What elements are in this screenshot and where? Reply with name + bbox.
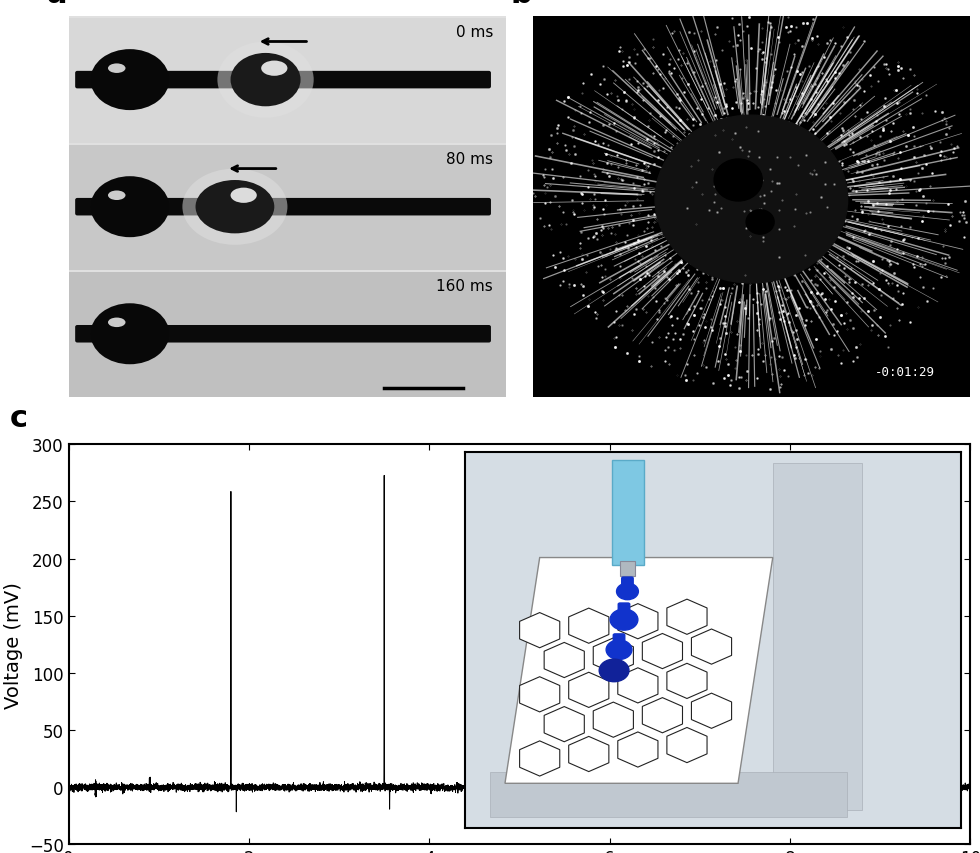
Circle shape [655, 116, 848, 283]
Text: 80 ms: 80 ms [446, 152, 493, 166]
Ellipse shape [90, 177, 170, 238]
Text: c: c [10, 403, 28, 432]
Text: 160 ms: 160 ms [436, 279, 493, 293]
Circle shape [905, 0, 980, 74]
Text: 0 ms: 0 ms [456, 25, 493, 39]
Circle shape [466, 0, 598, 74]
Ellipse shape [90, 50, 170, 111]
Bar [69, 19, 507, 144]
Circle shape [466, 340, 598, 455]
Circle shape [714, 160, 762, 201]
Ellipse shape [218, 43, 314, 119]
Circle shape [746, 211, 774, 235]
FancyBboxPatch shape [75, 199, 491, 216]
Ellipse shape [108, 64, 125, 74]
Ellipse shape [108, 318, 125, 328]
Ellipse shape [196, 181, 274, 234]
Ellipse shape [182, 170, 287, 246]
Text: b: b [511, 0, 532, 9]
FancyBboxPatch shape [75, 326, 491, 343]
Circle shape [905, 340, 980, 455]
Ellipse shape [262, 61, 287, 77]
Y-axis label: Voltage (mV): Voltage (mV) [4, 581, 24, 708]
Ellipse shape [230, 189, 257, 204]
Bar [69, 146, 507, 271]
Ellipse shape [108, 191, 125, 200]
Text: a: a [47, 0, 68, 9]
Bar [69, 272, 507, 397]
FancyBboxPatch shape [75, 72, 491, 90]
Ellipse shape [230, 54, 301, 107]
Text: -0:01:29: -0:01:29 [875, 366, 935, 379]
Ellipse shape [90, 304, 170, 365]
